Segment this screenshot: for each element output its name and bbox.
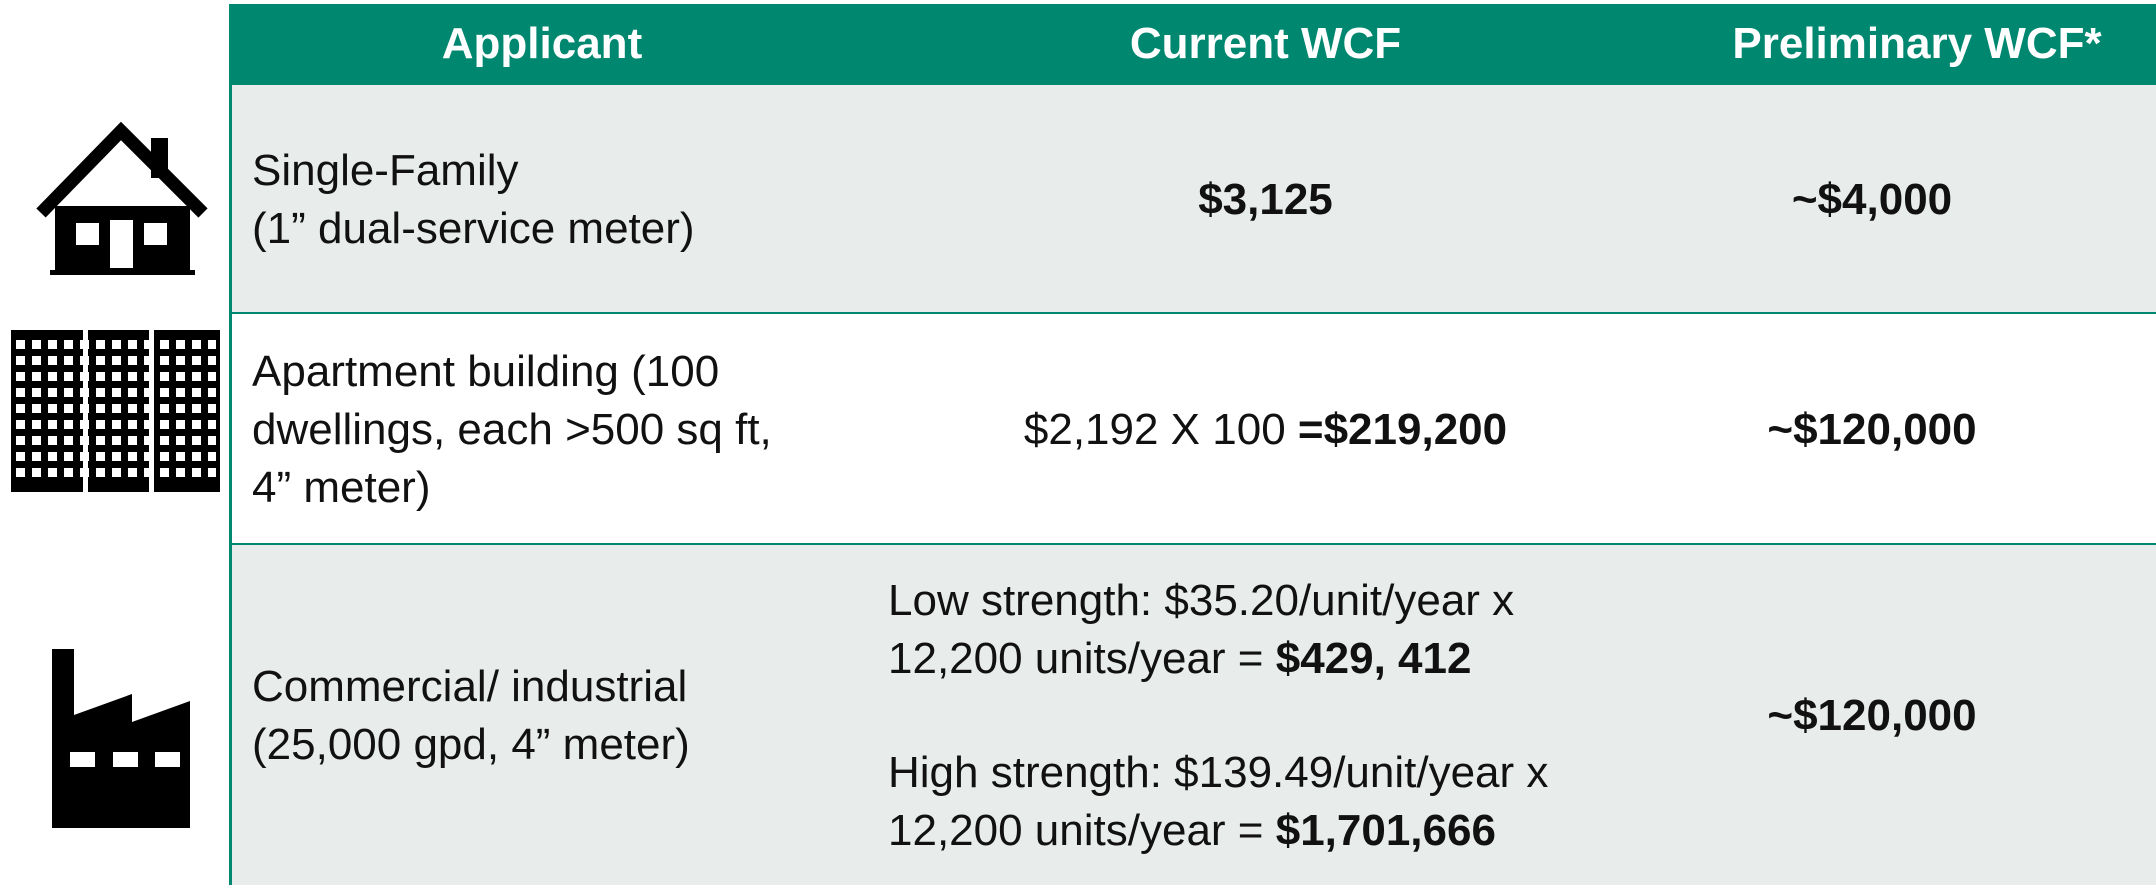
text-line: $2,192 X 100 =$219,200 (1024, 401, 1507, 459)
icons (11, 121, 220, 828)
bold-text: $3,125 (1198, 174, 1333, 224)
factory-icon (52, 649, 190, 828)
column-header: Preliminary WCF* (1732, 18, 2102, 68)
house-icon (36, 121, 208, 275)
text-line: 12,200 units/year = $1,701,666 (888, 802, 1548, 860)
table-row: Commercial/ industrial (25,000 gpd, 4” me… (231, 543, 2156, 885)
column-header: Current WCF (1129, 18, 1402, 68)
text-line: High strength: $139.49/unit/year x (888, 744, 1548, 802)
plain-text: 12,200 units/year = (888, 806, 1276, 855)
bold-text: $1,701,666 (1275, 806, 1496, 855)
plain-text: 12,200 units/year = (888, 634, 1276, 683)
preliminary-value: ~$120,000 (1767, 404, 1977, 454)
paragraph: High strength: $139.49/unit/year x 12,200… (888, 744, 1548, 860)
plain-text: $2,192 X 100 (1023, 404, 1298, 454)
preliminary-value: ~$4,000 (1791, 174, 1953, 224)
table-border (229, 4, 232, 885)
current-cell: Low strength: $35.20/unit/year x 12,200 u… (888, 545, 1678, 887)
applicant-line: Single-Family (252, 145, 519, 195)
current-cell: $3,125 (853, 85, 1678, 314)
applicant-line: (25,000 gpd, 4” meter) (252, 720, 690, 769)
text-line: 12,200 units/year = $429, 412 (888, 630, 1514, 688)
header-bar (231, 4, 2156, 83)
applicant-line: (1” dual-service meter) (252, 203, 695, 253)
bold-text: =$219,200 (1297, 404, 1508, 454)
bold-text: $429, 412 (1275, 634, 1472, 683)
paragraph: Low strength: $35.20/unit/year x 12,200 u… (888, 572, 1514, 688)
preliminary-cell: ~$4,000 (1678, 85, 2156, 314)
table-row: Apartment building (100 dwellings, each >… (231, 312, 2156, 543)
preliminary-cell: ~$120,000 (1678, 314, 2156, 545)
applicant-cell: Apartment building (100 dwellings, each >… (252, 314, 853, 545)
applicant-line: 4” meter) (252, 462, 431, 512)
paragraph: $3,125 (1198, 171, 1333, 229)
preliminary-cell: ~$120,000 (1678, 545, 2156, 887)
applicant-line: Commercial/ industrial (252, 662, 688, 711)
applicant-line: dwellings, each >500 sq ft, (252, 404, 772, 454)
applicant-cell: Commercial/ industrial (25,000 gpd, 4” me… (252, 545, 853, 887)
text-line: Low strength: $35.20/unit/year x (888, 572, 1514, 630)
column-header: Applicant (441, 18, 643, 68)
current-cell: $2,192 X 100 =$219,200 (853, 314, 1678, 545)
text-line: $3,125 (1198, 171, 1333, 229)
plain-text: High strength: $139.49/unit/year x (888, 748, 1549, 797)
paragraph: $2,192 X 100 =$219,200 (1024, 401, 1507, 459)
table-row: Single-Family (1” dual-service meter) $3,1… (231, 83, 2156, 312)
applicant-cell: Single-Family (1” dual-service meter) (252, 85, 853, 314)
applicant-line: Apartment building (100 (252, 346, 720, 396)
plain-text: Low strength: $35.20/unit/year x (888, 576, 1515, 625)
building-icon (11, 330, 220, 492)
preliminary-value: ~$120,000 (1767, 691, 1977, 740)
